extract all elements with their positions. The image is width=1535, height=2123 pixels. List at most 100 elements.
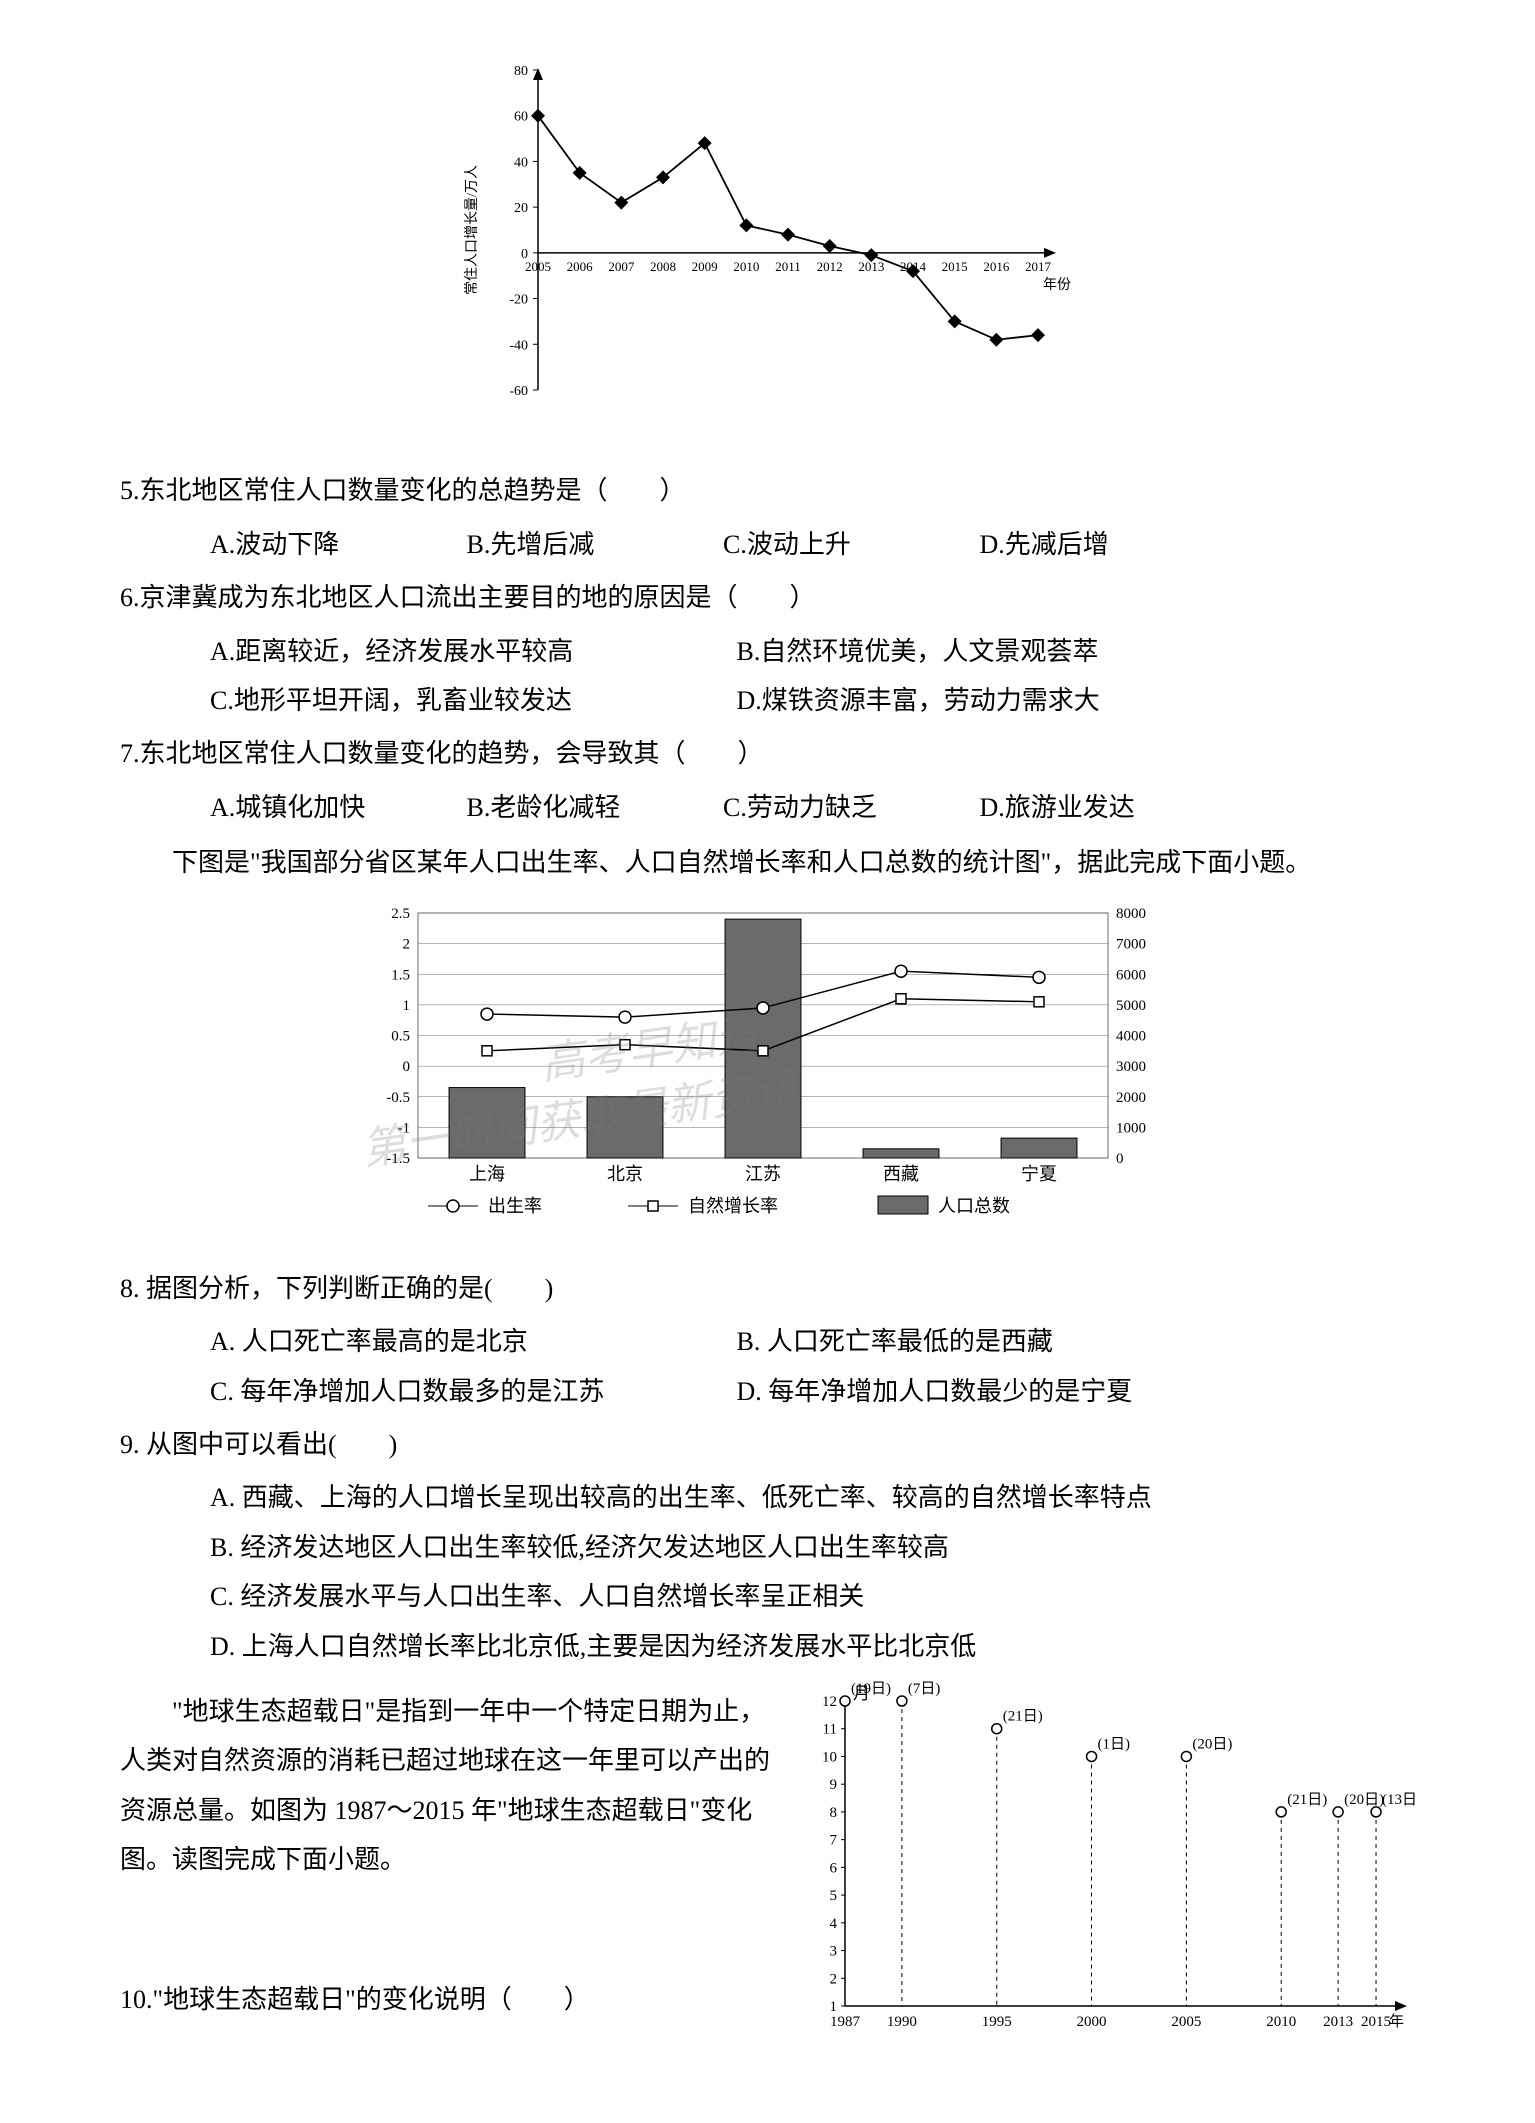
svg-text:4000: 4000	[1116, 1028, 1146, 1044]
svg-text:7000: 7000	[1116, 936, 1146, 952]
svg-text:西藏: 西藏	[883, 1164, 919, 1184]
svg-text:1.5: 1.5	[391, 967, 410, 983]
svg-text:2009: 2009	[691, 259, 717, 274]
q6-opt-a[interactable]: A.距离较近，经济发展水平较高	[210, 627, 730, 676]
svg-text:2017: 2017	[1025, 259, 1052, 274]
svg-text:2005: 2005	[1171, 2014, 1201, 2030]
q9-opt-d[interactable]: D. 上海人口自然增长率比北京低,主要是因为经济发展水平比北京低	[210, 1622, 1415, 1671]
svg-text:20: 20	[514, 201, 528, 216]
svg-text:1990: 1990	[887, 2014, 917, 2030]
svg-text:年份: 年份	[1043, 277, 1071, 293]
svg-text:0.5: 0.5	[391, 1028, 410, 1044]
section3: "地球生态超载日"是指到一年中一个特定日期为止，人类对自然资源的消耗已超过地球在…	[120, 1681, 1415, 2057]
q5-opt-b[interactable]: B.先增后减	[467, 520, 717, 569]
q7-opt-b[interactable]: B.老龄化减轻	[467, 783, 717, 832]
svg-text:上海: 上海	[469, 1164, 505, 1184]
q8-options-row1: A. 人口死亡率最高的是北京 B. 人口死亡率最低的是西藏	[120, 1317, 1415, 1366]
chart1: -60-40-200204060802005200620072008200920…	[448, 50, 1088, 430]
svg-text:3000: 3000	[1116, 1059, 1146, 1075]
svg-text:6: 6	[830, 1860, 838, 1876]
svg-text:-1.5: -1.5	[386, 1151, 410, 1167]
q6-options-row1: A.距离较近，经济发展水平较高 B.自然环境优美，人文景观荟萃	[120, 627, 1415, 676]
q8-opt-d[interactable]: D. 每年净增加人口数最少的是宁夏	[737, 1367, 1257, 1416]
chart3-intro: "地球生态超载日"是指到一年中一个特定日期为止，人类对自然资源的消耗已超过地球在…	[120, 1687, 775, 1885]
q6-options-row2: C.地形平坦开阔，乳畜业较发达 D.煤铁资源丰富，劳动力需求大	[120, 676, 1415, 725]
q7-options: A.城镇化加快 B.老龄化减轻 C.劳动力缺乏 D.旅游业发达	[120, 783, 1415, 832]
q5-opt-d[interactable]: D.先减后增	[980, 520, 1230, 569]
q9-opt-c[interactable]: C. 经济发展水平与人口出生率、人口自然增长率呈正相关	[210, 1572, 1415, 1621]
q7-stem: 7.东北地区常住人口数量变化的趋势，会导致其（ ）	[120, 729, 1415, 778]
svg-text:2006: 2006	[566, 259, 593, 274]
svg-text:-0.5: -0.5	[386, 1089, 410, 1105]
q8-options-row2: C. 每年净增加人口数最多的是江苏 D. 每年净增加人口数最少的是宁夏	[120, 1367, 1415, 1416]
q8-opt-c[interactable]: C. 每年净增加人口数最多的是江苏	[210, 1367, 730, 1416]
svg-text:2000: 2000	[1116, 1089, 1146, 1105]
q8-opt-a[interactable]: A. 人口死亡率最高的是北京	[210, 1317, 730, 1366]
svg-text:(7日): (7日)	[908, 1681, 941, 1697]
svg-text:2015: 2015	[941, 259, 967, 274]
svg-text:9: 9	[830, 1777, 838, 1793]
svg-text:1: 1	[830, 1999, 838, 2015]
svg-text:2000: 2000	[1077, 2014, 1107, 2030]
svg-text:1000: 1000	[1116, 1120, 1146, 1136]
svg-text:2008: 2008	[650, 259, 676, 274]
svg-text:6000: 6000	[1116, 967, 1146, 983]
q9-opt-a[interactable]: A. 西藏、上海的人口增长呈现出较高的出生率、低死亡率、较高的自然增长率特点	[210, 1473, 1415, 1522]
svg-text:1995: 1995	[982, 2014, 1012, 2030]
svg-text:1: 1	[402, 997, 410, 1013]
svg-text:10: 10	[822, 1749, 837, 1765]
q7-opt-d[interactable]: D.旅游业发达	[980, 783, 1230, 832]
svg-text:(1日): (1日)	[1098, 1736, 1131, 1752]
svg-text:-20: -20	[509, 293, 528, 308]
svg-text:12: 12	[822, 1694, 837, 1710]
svg-text:常住人口增长量/万人: 常住人口增长量/万人	[464, 165, 480, 295]
svg-text:2005: 2005	[525, 259, 551, 274]
q6-opt-b[interactable]: B.自然环境优美，人文景观荟萃	[737, 627, 1257, 676]
svg-text:2.5: 2.5	[391, 906, 410, 922]
svg-text:年: 年	[1389, 2013, 1404, 2030]
q5-options: A.波动下降 B.先增后减 C.波动上升 D.先减后增	[120, 520, 1415, 569]
q9-opt-b[interactable]: B. 经济发达地区人口出生率较低,经济欠发达地区人口出生率较高	[210, 1523, 1415, 1572]
svg-text:80: 80	[514, 64, 528, 79]
svg-text:-60: -60	[509, 384, 528, 399]
q8-opt-b[interactable]: B. 人口死亡率最低的是西藏	[737, 1317, 1257, 1366]
svg-text:4: 4	[830, 1916, 838, 1932]
svg-text:3: 3	[830, 1944, 838, 1960]
svg-text:0: 0	[402, 1059, 410, 1075]
svg-text:8: 8	[830, 1805, 838, 1821]
svg-text:-1: -1	[397, 1120, 410, 1136]
svg-text:11: 11	[823, 1722, 837, 1738]
svg-text:(21日): (21日)	[1003, 1709, 1043, 1725]
svg-text:1987: 1987	[830, 2014, 861, 2030]
q9-options: A. 西藏、上海的人口增长呈现出较高的出生率、低死亡率、较高的自然增长率特点 B…	[120, 1473, 1415, 1671]
q6-opt-c[interactable]: C.地形平坦开阔，乳畜业较发达	[210, 676, 730, 725]
svg-text:出生率: 出生率	[488, 1196, 542, 1216]
svg-text:(20日): (20日)	[1192, 1736, 1232, 1752]
q6-opt-d[interactable]: D.煤铁资源丰富，劳动力需求大	[737, 676, 1257, 725]
svg-text:2010: 2010	[733, 259, 759, 274]
svg-text:2013: 2013	[1323, 2014, 1353, 2030]
chart2-intro: 下图是"我国部分省区某年人口出生率、人口自然增长率和人口总数的统计图"，据此完成…	[120, 838, 1415, 887]
svg-text:2015: 2015	[1361, 2014, 1391, 2030]
chart3: 123456789101112月(19日)1987(7日)1990(21日)19…	[795, 1681, 1415, 2041]
svg-text:宁夏: 宁夏	[1021, 1164, 1057, 1184]
q6-stem: 6.京津冀成为东北地区人口流出主要目的地的原因是（ ）	[120, 573, 1415, 622]
q9-stem: 9. 从图中可以看出( )	[120, 1420, 1415, 1469]
chart2: -1.5-1-0.500.511.522.5010002000300040005…	[358, 898, 1178, 1228]
svg-text:2: 2	[402, 936, 410, 952]
q5-opt-c[interactable]: C.波动上升	[723, 520, 973, 569]
svg-text:40: 40	[514, 155, 528, 170]
q7-opt-a[interactable]: A.城镇化加快	[210, 783, 460, 832]
svg-text:5: 5	[830, 1888, 838, 1904]
svg-text:5000: 5000	[1116, 997, 1146, 1013]
q5-stem: 5.东北地区常住人口数量变化的总趋势是（ ）	[120, 466, 1415, 515]
q10-stem: 10."地球生态超载日"的变化说明（ ）	[120, 1975, 775, 2024]
q5-opt-a[interactable]: A.波动下降	[210, 520, 460, 569]
svg-text:(19日): (19日)	[851, 1681, 891, 1697]
q7-opt-c[interactable]: C.劳动力缺乏	[723, 783, 973, 832]
chart2-container: -1.5-1-0.500.511.522.5010002000300040005…	[120, 898, 1415, 1244]
svg-text:(13日): (13日)	[1382, 1792, 1415, 1808]
svg-text:2007: 2007	[608, 259, 635, 274]
svg-text:60: 60	[514, 110, 528, 125]
svg-text:2012: 2012	[816, 259, 842, 274]
